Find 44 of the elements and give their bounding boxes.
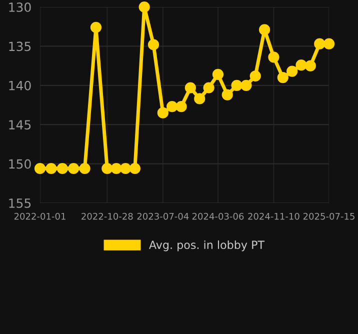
point	[277, 72, 288, 84]
y-tick-label: 150	[9, 159, 31, 169]
point	[46, 162, 57, 174]
y-tick-label: 130	[9, 2, 31, 12]
point	[250, 70, 261, 82]
point	[212, 68, 224, 80]
point	[304, 60, 316, 72]
point	[194, 93, 206, 104]
point	[129, 162, 140, 174]
point	[110, 162, 122, 174]
point	[296, 59, 307, 71]
point	[184, 82, 196, 94]
point	[203, 82, 214, 94]
x-tick-label: 2024-03-06	[192, 212, 244, 220]
x-tick-label: 2024-11-10	[248, 212, 300, 220]
point	[222, 89, 233, 100]
x-tick-label: 2023-07-04	[137, 212, 189, 220]
point	[231, 80, 242, 91]
y-tick-label: 145	[9, 120, 31, 130]
y-tick-label: 140	[9, 80, 31, 90]
point	[314, 38, 326, 50]
point	[138, 1, 150, 13]
point	[166, 101, 178, 112]
point	[157, 107, 168, 118]
x-tick-label: 2022-01-01	[14, 212, 66, 220]
point	[102, 162, 113, 174]
point	[56, 162, 68, 174]
point	[323, 38, 335, 50]
point	[68, 162, 80, 174]
point	[240, 80, 252, 91]
point	[148, 39, 160, 50]
point	[286, 66, 298, 77]
point	[34, 162, 46, 174]
y-tick-label: 155	[9, 198, 31, 208]
point	[120, 162, 132, 174]
x-tick-label: 2025-07-15	[303, 212, 354, 220]
point	[176, 101, 187, 112]
point	[79, 162, 90, 174]
y-tick-label: 135	[9, 42, 31, 52]
x-tick-label: 2022-10-28	[82, 212, 133, 220]
legend-label: Avg. pos. in lobby PT	[149, 240, 265, 252]
point	[258, 24, 270, 36]
point	[90, 22, 102, 33]
point	[268, 52, 280, 63]
